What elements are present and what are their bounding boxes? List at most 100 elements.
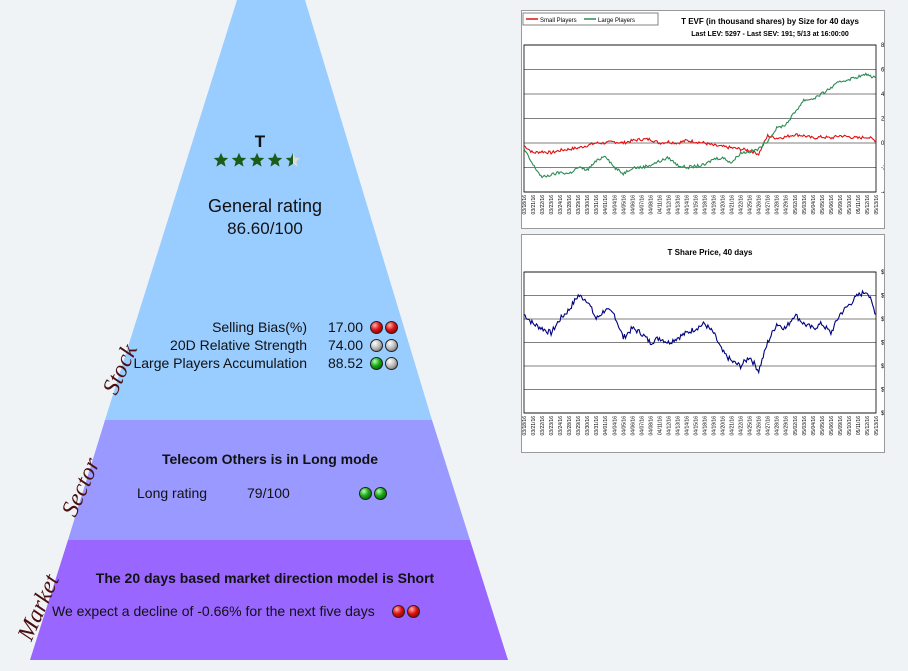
x-tick-label: 04/25/16 bbox=[748, 416, 754, 436]
x-tick-label: 04/11/16 bbox=[657, 416, 663, 435]
market-tier bbox=[30, 540, 508, 660]
x-tick-label: 04/12/16 bbox=[666, 416, 672, 436]
legend-small-label: Small Players bbox=[540, 18, 577, 24]
y-tick-label: $39.0 bbox=[881, 317, 884, 323]
x-tick-label: 04/11/16 bbox=[657, 195, 663, 214]
y-tick-label: 0 bbox=[881, 141, 884, 147]
red-indicator-dot bbox=[391, 604, 405, 618]
x-tick-label: 03/30/16 bbox=[585, 195, 591, 215]
metric-indicator-dots bbox=[370, 356, 398, 370]
sector-tier bbox=[68, 420, 470, 540]
x-tick-label: 03/31/16 bbox=[594, 416, 600, 436]
x-tick-label: 04/14/16 bbox=[684, 195, 690, 215]
metric-value: 88.52 bbox=[327, 355, 363, 371]
x-tick-label: 04/18/16 bbox=[703, 195, 709, 215]
x-tick-label: 03/22/16 bbox=[540, 416, 546, 436]
red-indicator-dot bbox=[385, 320, 398, 334]
x-tick-label: 05/02/16 bbox=[793, 416, 799, 436]
x-tick-label: 04/27/16 bbox=[766, 195, 772, 215]
x-tick-label: 04/05/16 bbox=[621, 195, 627, 215]
y-tick-label: 8000 bbox=[881, 43, 884, 49]
x-tick-label: 05/02/16 bbox=[793, 195, 799, 215]
y-tick-label: $37.5 bbox=[881, 388, 884, 394]
y-tick-label: $38.5 bbox=[881, 341, 884, 347]
series-line-0 bbox=[523, 289, 877, 375]
x-tick-label: 05/04/16 bbox=[811, 195, 817, 215]
x-tick-label: 05/11/16 bbox=[856, 195, 862, 214]
x-tick-label: 04/20/16 bbox=[721, 416, 727, 436]
general-rating-value: 86.60/100 bbox=[227, 219, 303, 238]
price-chart-panel: T Share Price, 40 days $40.0 $39.5 $39.0 $3… bbox=[521, 234, 897, 453]
x-tick-label: 04/13/16 bbox=[675, 416, 681, 436]
x-tick-label: 03/24/16 bbox=[558, 195, 564, 215]
legend-large-label: Large Players bbox=[598, 18, 635, 24]
series-line-1 bbox=[523, 72, 877, 179]
price-chart: T Share Price, 40 days $40.0 $39.5 $39.0 $3… bbox=[522, 248, 897, 436]
star-icon bbox=[267, 152, 283, 167]
x-tick-label: 03/29/16 bbox=[576, 416, 582, 436]
x-tick-label: 04/04/16 bbox=[612, 195, 618, 215]
x-tick-label: 05/09/16 bbox=[838, 195, 844, 215]
metric-value: 74.00 bbox=[327, 337, 363, 353]
x-tick-label: 03/28/16 bbox=[567, 416, 573, 436]
x-tick-label: 04/15/16 bbox=[693, 195, 699, 215]
x-tick-label: 03/24/16 bbox=[558, 416, 564, 436]
y-tick-label: $39.5 bbox=[881, 294, 884, 300]
green-indicator-dot bbox=[370, 356, 383, 370]
y-tick-label: $37.0 bbox=[881, 411, 884, 417]
metric-indicator-dots bbox=[370, 338, 398, 352]
x-tick-label: 04/29/16 bbox=[784, 416, 790, 436]
x-tick-label: 04/21/16 bbox=[730, 416, 736, 436]
x-tick-label: 04/06/16 bbox=[630, 195, 636, 215]
x-tick-label: 03/28/16 bbox=[567, 195, 573, 215]
x-tick-label: 03/18/16 bbox=[522, 416, 528, 436]
x-tick-label: 04/18/16 bbox=[703, 416, 709, 436]
x-tick-label: 04/28/16 bbox=[775, 416, 781, 436]
y-tick-label: $38.0 bbox=[881, 364, 884, 370]
x-tick-label: 04/13/16 bbox=[675, 195, 681, 215]
y-tick-label: 2000 bbox=[881, 117, 884, 123]
green-indicator-dot bbox=[359, 486, 372, 500]
red-indicator-dot bbox=[406, 604, 420, 618]
x-tick-label: 05/09/16 bbox=[838, 416, 844, 436]
x-tick-label: 03/31/16 bbox=[594, 195, 600, 215]
x-tick-label: 04/01/16 bbox=[603, 195, 609, 215]
y-tick-label: $40.0 bbox=[881, 270, 884, 276]
series-line-0 bbox=[523, 133, 877, 157]
sector-indicator-dots bbox=[359, 486, 387, 500]
x-tick-label: 05/10/16 bbox=[847, 416, 853, 436]
x-tick-label: 03/22/16 bbox=[540, 195, 546, 215]
market-title: The 20 days based market direction model… bbox=[95, 570, 435, 586]
sector-rating-row: Long rating 79/100 bbox=[137, 485, 387, 501]
evf-chart-title: T EVF (in thousand shares) by Size for 4… bbox=[681, 17, 859, 26]
x-tick-label: 04/06/16 bbox=[630, 416, 636, 436]
x-tick-label: 04/19/16 bbox=[712, 416, 718, 436]
x-tick-label: 05/06/16 bbox=[829, 416, 835, 436]
pyramid bbox=[30, 0, 508, 660]
sector-title: Telecom Others is in Long mode bbox=[162, 451, 378, 467]
grey-indicator-dot bbox=[370, 338, 383, 352]
x-tick-label: 04/08/16 bbox=[648, 416, 654, 436]
x-tick-label: 04/04/16 bbox=[612, 416, 618, 436]
x-tick-label: 05/11/16 bbox=[856, 416, 862, 435]
star-icon bbox=[231, 152, 247, 167]
market-forecast-row: We expect a decline of -0.66% for the ne… bbox=[52, 603, 420, 619]
x-tick-label: 03/21/16 bbox=[531, 416, 537, 436]
star-icon bbox=[249, 152, 265, 167]
x-tick-label: 04/07/16 bbox=[639, 195, 645, 215]
price-chart-title: T Share Price, 40 days bbox=[668, 248, 753, 257]
x-tick-label: 04/28/16 bbox=[775, 195, 781, 215]
x-tick-label: 04/29/16 bbox=[784, 195, 790, 215]
x-tick-label: 04/20/16 bbox=[721, 195, 727, 215]
x-tick-label: 04/08/16 bbox=[648, 195, 654, 215]
evf-chart: Small Players Large Players T EVF (in th… bbox=[522, 12, 897, 215]
metric-value: 17.00 bbox=[327, 319, 363, 335]
x-tick-label: 04/22/16 bbox=[739, 416, 745, 436]
metric-label: 20D Relative Strength bbox=[170, 337, 307, 353]
green-indicator-dot bbox=[374, 486, 387, 500]
x-tick-label: 05/05/16 bbox=[820, 416, 826, 436]
metric-row-relative-strength: 20D Relative Strength 74.00 bbox=[127, 337, 398, 353]
x-tick-label: 03/21/16 bbox=[531, 195, 537, 215]
x-tick-label: 03/30/16 bbox=[585, 416, 591, 436]
y-tick-label: 6000 bbox=[881, 68, 884, 74]
